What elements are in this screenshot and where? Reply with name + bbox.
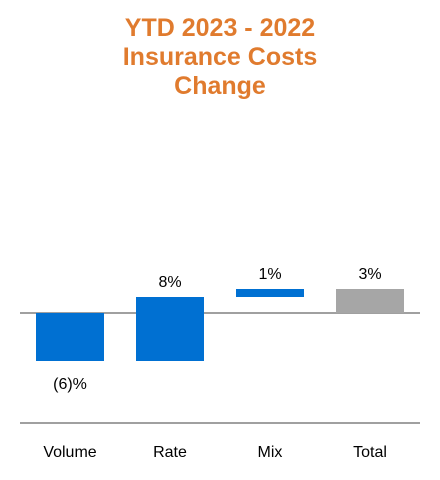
- chart-title-line-1: YTD 2023 - 2022: [124, 14, 316, 42]
- data-label-total: 3%: [358, 266, 381, 283]
- category-label-volume: Volume: [43, 444, 96, 461]
- chart-title-line-2: Insurance Costs: [122, 43, 318, 71]
- chart-title: YTD 2023 - 2022 Insurance Costs Change: [0, 14, 440, 101]
- data-label-volume: (6)%: [53, 376, 87, 393]
- data-label-rate: 8%: [158, 274, 181, 291]
- data-label-mix: 1%: [258, 266, 281, 283]
- category-label-mix: Mix: [258, 444, 283, 461]
- bar-mix: [236, 289, 304, 297]
- category-label-rate: Rate: [153, 444, 187, 461]
- bar-total: [336, 289, 404, 313]
- chart-title-line-3: Change: [174, 72, 266, 100]
- bar-volume: [36, 313, 104, 361]
- bar-rate: [136, 297, 204, 361]
- category-label-total: Total: [353, 444, 387, 461]
